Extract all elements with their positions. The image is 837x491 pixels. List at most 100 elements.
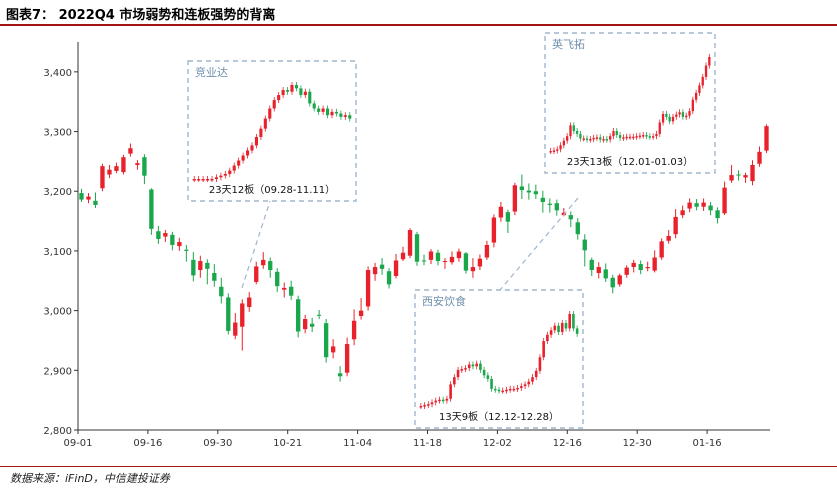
inset-candle bbox=[201, 179, 205, 181]
candle-body bbox=[498, 206, 504, 218]
inset-candle bbox=[223, 173, 227, 176]
inset-candle bbox=[334, 111, 338, 114]
inset-candle bbox=[553, 325, 557, 331]
inset-candle bbox=[527, 381, 531, 385]
candle-body bbox=[589, 259, 594, 271]
inset-candle bbox=[665, 113, 668, 117]
inset-candle bbox=[691, 99, 694, 112]
inset-stock-name: 英飞拓 bbox=[552, 37, 585, 51]
candle-body bbox=[617, 275, 622, 285]
inset-candle bbox=[497, 389, 501, 392]
inset-candle bbox=[552, 150, 556, 152]
candle-body bbox=[708, 205, 713, 211]
candle-body bbox=[191, 259, 196, 276]
candle-body bbox=[624, 267, 629, 275]
inset-candle bbox=[512, 388, 516, 391]
inset-candle bbox=[678, 112, 681, 115]
inset-candle bbox=[575, 131, 579, 134]
inset-candle bbox=[317, 108, 321, 112]
inset-box bbox=[187, 60, 357, 202]
inset-candle bbox=[445, 398, 449, 401]
candle-body bbox=[351, 320, 357, 340]
x-tick-label: 09-30 bbox=[203, 438, 232, 449]
inset-candle bbox=[197, 179, 201, 181]
candle-body bbox=[680, 210, 685, 216]
inset-candle bbox=[595, 137, 599, 139]
candle-body bbox=[100, 166, 105, 189]
candle-body bbox=[337, 373, 343, 377]
inset-candle bbox=[259, 128, 263, 138]
inset-candle bbox=[572, 125, 575, 132]
inset-candle bbox=[632, 136, 635, 139]
candle-body bbox=[247, 297, 252, 308]
inset-candle bbox=[508, 388, 512, 391]
inset-candle bbox=[542, 341, 545, 358]
inset-candle bbox=[434, 400, 438, 403]
inset-candle bbox=[330, 111, 334, 116]
inset-candle bbox=[562, 140, 566, 146]
footer-rule bbox=[0, 466, 837, 467]
inset-candle bbox=[430, 402, 434, 405]
candle-body bbox=[547, 203, 552, 205]
candle-body bbox=[526, 190, 532, 193]
inset-candle bbox=[534, 370, 538, 378]
inset-candle bbox=[612, 131, 615, 137]
candle-body bbox=[149, 189, 154, 229]
inset-candle bbox=[303, 91, 307, 96]
inset-candle bbox=[312, 103, 316, 109]
y-tick-label: 3,000 bbox=[43, 307, 72, 318]
candle-body bbox=[540, 197, 545, 202]
inset-candle bbox=[272, 100, 276, 109]
inset-candle bbox=[237, 160, 241, 166]
inset-stock-name: 竞业达 bbox=[195, 65, 228, 79]
inset-candle bbox=[348, 115, 352, 119]
inset-candle bbox=[467, 364, 471, 369]
inset-candle bbox=[564, 323, 568, 329]
candle-body bbox=[687, 202, 692, 209]
candle-body bbox=[484, 244, 490, 258]
connector-layer bbox=[241, 197, 579, 291]
y-tick-label: 2,800 bbox=[43, 426, 72, 437]
inset-candle bbox=[645, 135, 648, 137]
figure-title: 图表7： 2022Q4 市场弱势和连板强势的背离 bbox=[6, 8, 276, 23]
y-tick-label: 3,400 bbox=[43, 68, 72, 79]
inset-connector bbox=[499, 197, 579, 291]
candle-body bbox=[170, 234, 175, 245]
candle-body bbox=[163, 233, 168, 237]
candle-body bbox=[79, 193, 84, 200]
x-tick-label: 12-02 bbox=[483, 438, 512, 449]
inset-candle bbox=[505, 389, 508, 392]
candle-body bbox=[652, 257, 657, 271]
inset-candle bbox=[560, 323, 564, 333]
y-tick-label: 2,900 bbox=[43, 366, 72, 377]
inset-candle bbox=[232, 165, 236, 171]
candle-body bbox=[379, 264, 385, 269]
candle-body bbox=[449, 256, 455, 263]
candle-body bbox=[631, 262, 636, 268]
inset-candle bbox=[214, 177, 218, 179]
candle-body bbox=[722, 187, 727, 214]
candle-body bbox=[666, 236, 671, 241]
inset-candle bbox=[250, 145, 254, 151]
x-tick-label: 11-04 bbox=[343, 438, 372, 449]
inset-candle bbox=[246, 150, 250, 156]
candle-body bbox=[254, 266, 259, 282]
candle-body bbox=[303, 318, 308, 330]
candle-body bbox=[268, 261, 273, 271]
candle-body bbox=[519, 186, 525, 191]
candle-body bbox=[512, 185, 518, 212]
inset-candle bbox=[681, 112, 685, 117]
candle-body bbox=[316, 314, 322, 316]
inset-candle bbox=[628, 136, 632, 139]
title-rule bbox=[0, 24, 837, 26]
candle-body bbox=[428, 251, 434, 260]
inset-candle bbox=[263, 118, 267, 129]
candle-body bbox=[603, 269, 608, 279]
candle-body bbox=[582, 239, 587, 251]
inset-candle bbox=[566, 136, 569, 141]
candle-body bbox=[212, 273, 217, 281]
inset-candle bbox=[482, 369, 486, 376]
candle-body bbox=[323, 323, 329, 358]
inset-candle bbox=[456, 369, 460, 378]
